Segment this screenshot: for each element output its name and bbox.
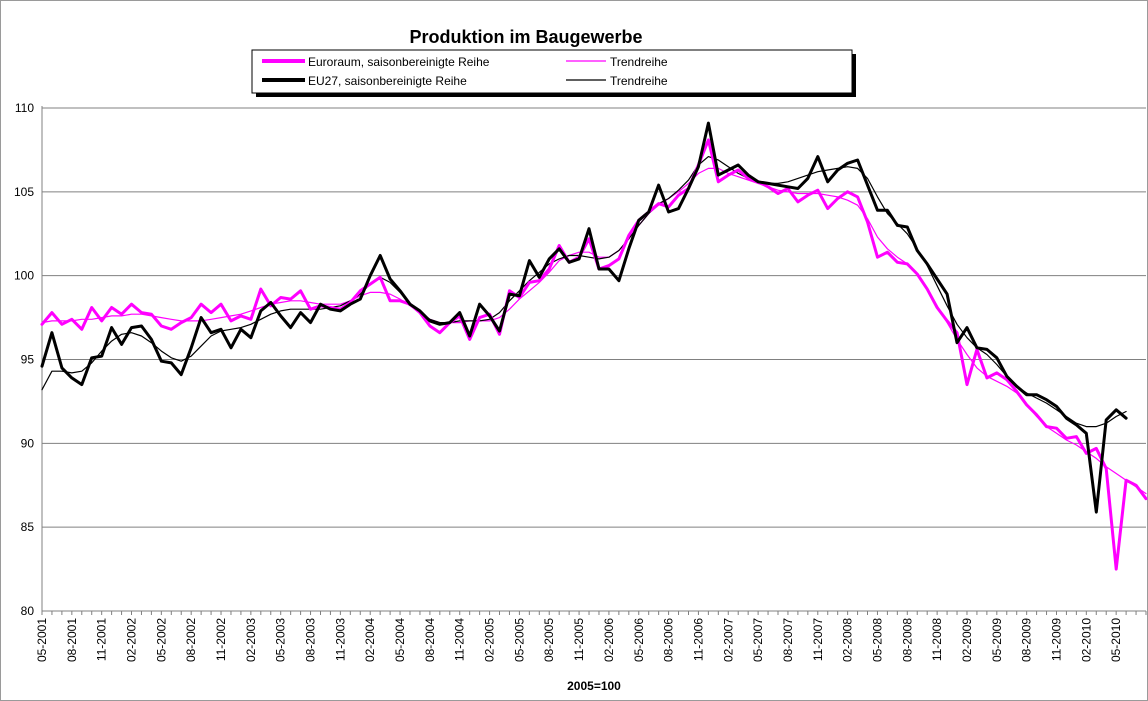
x-tick-label: 05-2009 [990, 618, 1004, 662]
x-tick-label: 05-2005 [512, 618, 526, 662]
x-tick-label: 05-2003 [274, 618, 288, 662]
y-tick-label: 85 [21, 520, 35, 534]
x-tick-label: 08-2005 [542, 618, 556, 662]
legend-label-euro-trend: Trendreihe [610, 55, 668, 69]
x-tick-label: 08-2009 [1020, 618, 1034, 662]
x-tick-label: 11-2005 [572, 618, 586, 661]
x-tick-label: 11-2008 [930, 618, 944, 661]
x-tick-label: 02-2004 [363, 618, 377, 662]
x-tick-label: 02-2003 [244, 618, 258, 662]
x-tick-label: 08-2007 [781, 618, 795, 662]
x-tick-label: 11-2007 [811, 618, 825, 661]
x-tick-label: 02-2005 [483, 618, 497, 662]
x-tick-label: 02-2009 [960, 618, 974, 662]
x-tick-label: 05-2010 [1109, 618, 1123, 662]
x-tick-label: 08-2006 [662, 618, 676, 662]
x-tick-label: 08-2001 [65, 618, 79, 662]
x-tick-label: 05-2004 [393, 618, 407, 662]
x-tick-label: 02-2008 [841, 618, 855, 662]
x-tick-label: 11-2006 [691, 618, 705, 661]
y-tick-label: 105 [14, 185, 34, 199]
x-tick-label: 08-2008 [900, 618, 914, 662]
x-tick-label: 05-2007 [751, 618, 765, 662]
y-tick-label: 95 [21, 353, 35, 367]
x-tick-label: 02-2007 [721, 618, 735, 662]
x-tick-label: 08-2004 [423, 618, 437, 662]
y-tick-label: 100 [14, 269, 34, 283]
y-tick-label: 110 [15, 101, 34, 115]
x-tick-label: 11-2002 [214, 618, 228, 661]
legend-box [251, 49, 853, 94]
x-tick-label: 02-2010 [1079, 618, 1093, 662]
legend-label-eu27-trend: Trendreihe [610, 74, 668, 88]
x-tick-label: 02-2002 [125, 618, 139, 662]
legend-label-euro-sa: Euroraum, saisonbereinigte Reihe [308, 55, 490, 69]
x-tick-label: 11-2009 [1049, 618, 1063, 661]
plot-area: 80 85 90 95 100 105 110 05-2001 08-2001 11-2001 02… [14, 101, 1148, 662]
x-tick-label: 02-2006 [602, 618, 616, 662]
x-tick-label: 08-2003 [304, 618, 318, 662]
legend-label-eu27-sa: EU27, saisonbereinigte Reihe [308, 74, 467, 88]
x-tick-label: 05-2002 [154, 618, 168, 662]
x-tick-label: 11-2001 [95, 618, 109, 661]
y-tick-label: 80 [21, 604, 35, 618]
x-tick-label: 11-2004 [453, 618, 467, 661]
x-tick-label: 05-2006 [632, 618, 646, 662]
x-tick-label: 11-2003 [333, 618, 347, 661]
legend: Euroraum, saisonbereinigte Reihe Trendre… [251, 49, 856, 97]
x-tick-label: 08-2002 [184, 618, 198, 662]
x-tick-label: 05-2001 [35, 618, 49, 662]
x-tick-label: 05-2008 [870, 618, 884, 662]
base-year-note: 2005=100 [567, 679, 621, 693]
series-line-seasonally_adjusted [40, 121, 1128, 514]
y-tick-label: 90 [21, 436, 35, 450]
chart-title: Produktion im Baugewerbe [409, 27, 642, 47]
